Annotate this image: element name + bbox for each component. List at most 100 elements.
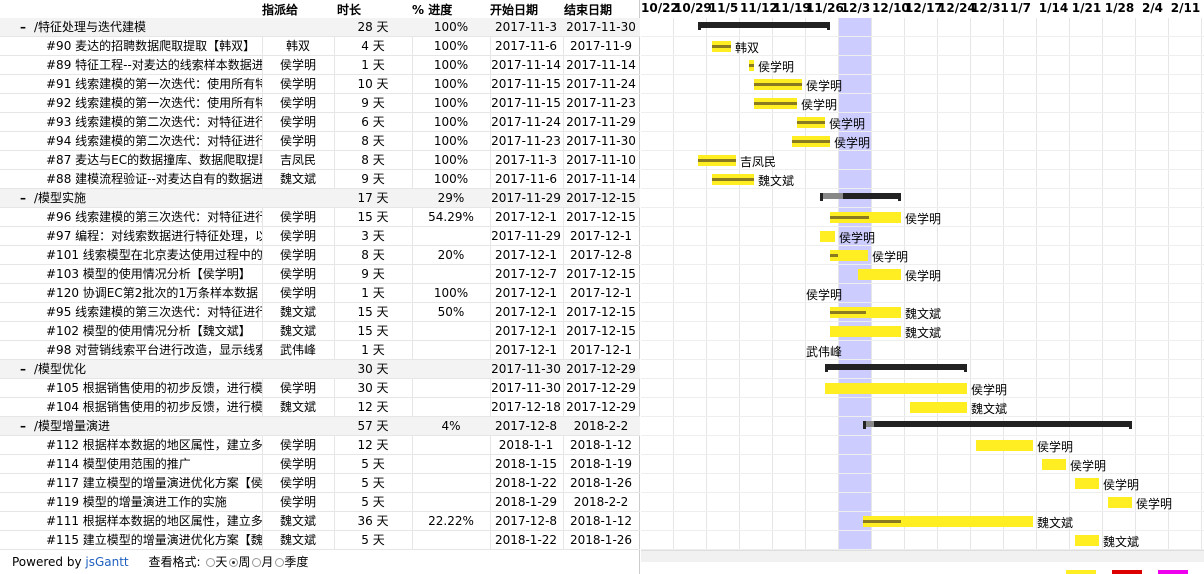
table-row[interactable]: #95 线索建模的第三次迭代：对特征进行优化 魏文斌 15 天 50% 2017-12-… (0, 303, 640, 322)
header-end[interactable]: 结束日期 (564, 3, 613, 17)
header-percent[interactable]: % 进度 (412, 3, 453, 17)
task-bar[interactable] (712, 41, 731, 52)
table-row[interactable]: #112 根据样本数据的地区属性，建立多地区模型侯学明12 天2018-1-12… (0, 436, 640, 455)
header-start[interactable]: 开始日期 (490, 3, 539, 17)
group-row[interactable]: –/模型优化 30 天 2017-11-30 2017-12-29 (0, 360, 640, 379)
table-row[interactable]: #114 模型使用范围的推广 侯学明 5 天 2018-1-15 2018-1-19 (0, 455, 640, 474)
task-end-date: 2017-12-15 (566, 324, 636, 338)
task-name[interactable]: #94 线索建模的第二次迭代：对特征进行筛选 (46, 134, 262, 148)
collapse-toggle[interactable]: – (20, 419, 26, 433)
task-name[interactable]: #114 模型使用范围的推广 (46, 457, 191, 471)
group-bar[interactable] (863, 421, 1132, 429)
format-option-label[interactable]: 季度 (284, 555, 309, 569)
format-option-label[interactable]: 天 (215, 555, 228, 569)
task-name[interactable]: #112 根据样本数据的地区属性，建立多地区模型 (46, 438, 262, 452)
task-bar[interactable] (1075, 535, 1099, 546)
task-bar[interactable] (797, 117, 825, 128)
group-bar[interactable] (825, 364, 967, 372)
table-row[interactable]: #91 线索建模的第一次迭代：使用所有特征 侯学明 10 天 100% 2017-11-… (0, 75, 640, 94)
table-row[interactable]: #88 建模流程验证--对麦达自有的数据进行建模 魏文斌 9 天 100% 2017-1… (0, 170, 640, 189)
table-row[interactable]: #104 根据销售使用的初步反馈，进行模型优化 魏文斌 12 天 2017-12-18… (0, 398, 640, 417)
task-bar[interactable] (863, 516, 1033, 527)
task-name[interactable]: #98 对营销线索平台进行改造，显示线索评分 (46, 343, 262, 357)
jsgantt-link[interactable]: jsGantt (85, 555, 129, 569)
table-row[interactable]: #103 模型的使用情况分析【侯学明】 侯学明 9 天 2017-12-7 2017-1… (0, 265, 640, 284)
collapse-toggle[interactable]: – (20, 20, 26, 34)
header-duration[interactable]: 时长 (337, 3, 362, 17)
task-name[interactable]: #103 模型的使用情况分析【侯学明】 (46, 267, 251, 281)
week-label: 2/4 (1141, 1, 1164, 15)
task-name[interactable]: #111 根据样本数据的地区属性，建立多地区模型 (46, 514, 262, 528)
task-bar[interactable] (1042, 459, 1066, 470)
task-name[interactable]: #96 线索建模的第三次迭代：对特征进行优化 (46, 210, 262, 224)
table-row[interactable]: #89 特征工程--对麦达的线索样本数据进行特征处理 侯学明 1 天 100% 2017… (0, 56, 640, 75)
task-name[interactable]: #117 建立模型的增量演进优化方案【侯学明】 (46, 476, 262, 490)
table-row[interactable]: #94 线索建模的第二次迭代：对特征进行筛选 侯学明 8 天 100% 2017-11-… (0, 132, 640, 151)
task-name[interactable]: #102 模型的使用情况分析【魏文斌】 (46, 324, 251, 338)
task-name[interactable]: #88 建模流程验证--对麦达自有的数据进行建模 (46, 172, 262, 186)
task-bar[interactable] (830, 250, 868, 261)
task-bar[interactable] (1075, 478, 1099, 489)
group-bar[interactable] (820, 193, 901, 201)
task-name[interactable]: #119 模型的增量演进工作的实施 (46, 495, 227, 509)
task-bar[interactable] (820, 231, 835, 242)
table-row[interactable]: #111 根据样本数据的地区属性，建立多地区模型 魏文斌 36 天 22.22% 201… (0, 512, 640, 531)
collapse-toggle[interactable]: – (20, 362, 26, 376)
task-name[interactable]: #115 建立模型的增量演进优化方案【魏文斌】 (46, 533, 262, 547)
task-bar[interactable] (754, 98, 797, 109)
task-bar[interactable] (830, 212, 901, 223)
table-row[interactable]: #93 线索建模的第二次迭代：对特征进行筛选 侯学明 6 天 100% 2017-11-… (0, 113, 640, 132)
task-bar[interactable] (712, 174, 754, 185)
group-row[interactable]: –/模型实施 17 天 29% 2017-11-29 2017-12-15 (0, 189, 640, 208)
task-bar[interactable] (825, 383, 967, 394)
format-radio[interactable] (275, 558, 285, 567)
task-bar[interactable] (792, 136, 830, 147)
table-row[interactable]: #102 模型的使用情况分析【魏文斌】 魏文斌 15 天 2017-12-1 2017-… (0, 322, 640, 341)
format-option-label[interactable]: 月 (261, 555, 274, 569)
header-resource[interactable]: 指派给 (262, 3, 299, 17)
task-name[interactable]: #95 线索建模的第三次迭代：对特征进行优化 (46, 305, 262, 319)
task-name[interactable]: #104 根据销售使用的初步反馈，进行模型优化 (46, 400, 262, 414)
format-option-label[interactable]: 周 (238, 555, 251, 569)
week-label: 11/19 (773, 1, 811, 15)
table-row[interactable]: #115 建立模型的增量演进优化方案【魏文斌】 魏文斌 5 天 2018-1-22 20… (0, 531, 640, 550)
table-row[interactable]: #105 根据销售使用的初步反馈，进行模型优化 侯学明 30 天 2017-11-30… (0, 379, 640, 398)
task-name[interactable]: #93 线索建模的第二次迭代：对特征进行筛选 (46, 115, 262, 129)
task-name[interactable]: #97 编程：对线索数据进行特征处理，以便应用 (46, 229, 262, 243)
task-bar[interactable] (858, 269, 901, 280)
task-name[interactable]: #91 线索建模的第一次迭代：使用所有特征 (46, 77, 262, 91)
task-name[interactable]: #89 特征工程--对麦达的线索样本数据进行特征处理 (46, 58, 262, 72)
table-row[interactable]: #101 线索模型在北京麦达使用过程中的问题 侯学明 8 天 20% 2017-12-1… (0, 246, 640, 265)
table-row[interactable]: #120 协调EC第2批次的1万条样本数据 侯学明 1 天 100% 2017-12-1… (0, 284, 640, 303)
format-radio[interactable] (252, 558, 262, 567)
group-row[interactable]: –/特征处理与迭代建模 28 天 100% 2017-11-3 2017-11-30 (0, 18, 640, 37)
task-bar[interactable] (830, 326, 901, 337)
table-row[interactable]: #97 编程：对线索数据进行特征处理，以便应用 侯学明 3 天 2017-11-29 2… (0, 227, 640, 246)
task-name[interactable]: #105 根据销售使用的初步反馈，进行模型优化 (46, 381, 262, 395)
task-bar[interactable] (910, 402, 967, 413)
collapse-toggle[interactable]: – (20, 191, 26, 205)
table-row[interactable]: #119 模型的增量演进工作的实施 侯学明 5 天 2018-1-29 2018-2-2 (0, 493, 640, 512)
table-row[interactable]: #87 麦达与EC的数据撞库、数据爬取提取 吉凤民 8 天 100% 2017-11-3… (0, 151, 640, 170)
table-row[interactable]: #98 对营销线索平台进行改造，显示线索评分 武伟峰 1 天 2017-12-1 201… (0, 341, 640, 360)
horizontal-scrollbar[interactable] (641, 550, 1204, 562)
task-name[interactable]: #120 协调EC第2批次的1万条样本数据 (46, 286, 259, 300)
task-bar[interactable] (976, 440, 1033, 451)
task-bar[interactable] (749, 60, 754, 71)
format-radio[interactable] (206, 558, 216, 567)
table-row[interactable]: #117 建立模型的增量演进优化方案【侯学明】 侯学明 5 天 2018-1-22 20… (0, 474, 640, 493)
task-bar[interactable] (698, 155, 736, 166)
format-radio[interactable] (229, 558, 239, 567)
task-bar[interactable] (830, 307, 901, 318)
task-name[interactable]: #92 线索建模的第一次迭代：使用所有特征 (46, 96, 262, 110)
table-row[interactable]: #96 线索建模的第三次迭代：对特征进行优化 侯学明 15 天 54.29% 2017-… (0, 208, 640, 227)
task-name[interactable]: #101 线索模型在北京麦达使用过程中的问题 (46, 248, 262, 262)
task-bar[interactable] (754, 79, 802, 90)
task-name[interactable]: #87 麦达与EC的数据撞库、数据爬取提取 (46, 153, 262, 167)
task-name[interactable]: #90 麦达的招聘数据爬取提取【韩双】 (46, 39, 256, 53)
group-bar[interactable] (698, 22, 830, 30)
table-row[interactable]: #92 线索建模的第一次迭代：使用所有特征 侯学明 9 天 100% 2017-11-1… (0, 94, 640, 113)
table-row[interactable]: #90 麦达的招聘数据爬取提取【韩双】 韩双 4 天 100% 2017-11-6 201… (0, 37, 640, 56)
task-bar[interactable] (1108, 497, 1132, 508)
group-row[interactable]: –/模型增量演进 57 天 4% 2017-12-8 2018-2-2 (0, 417, 640, 436)
